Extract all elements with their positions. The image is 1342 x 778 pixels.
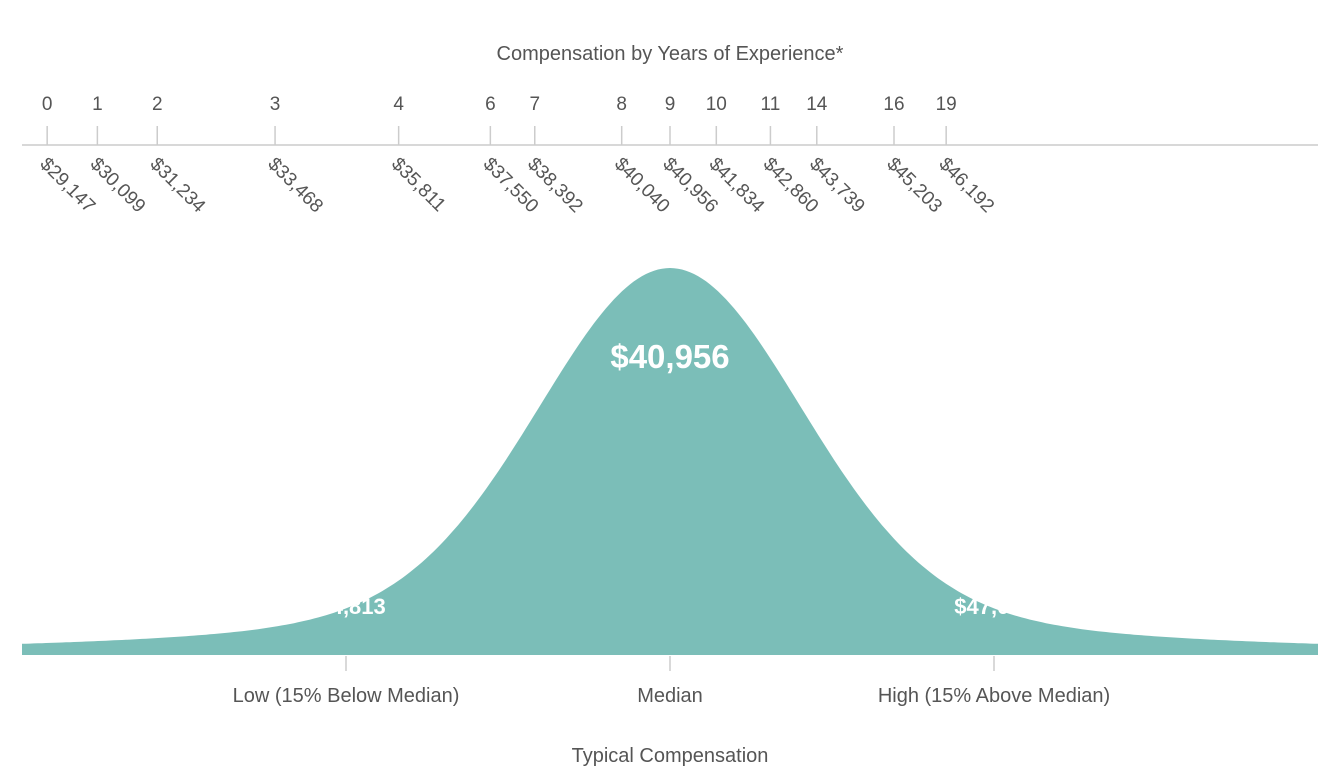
compensation-tick-label: $31,234 xyxy=(146,154,210,218)
compensation-distribution-area xyxy=(22,268,1318,655)
year-tick-label: 16 xyxy=(883,94,904,115)
year-tick-label: 8 xyxy=(616,94,627,115)
year-tick-label: 14 xyxy=(806,94,828,115)
year-tick-label: 10 xyxy=(706,94,727,115)
compensation-tick-label: $46,192 xyxy=(935,154,998,217)
year-tick-label: 6 xyxy=(485,94,496,115)
median-category-label: Median xyxy=(637,685,703,707)
compensation-tick-label: $30,099 xyxy=(86,154,149,217)
year-tick-label: 0 xyxy=(42,94,53,115)
year-tick-label: 2 xyxy=(152,94,163,115)
low-category-label: Low (15% Below Median) xyxy=(233,685,460,707)
experience-axis-ticks: 0 $29,147 1 $30,099 2 $31,234 3 $33,468 4 $35,811… xyxy=(36,94,998,217)
year-tick-label: 4 xyxy=(393,94,404,115)
experience-axis-title: Compensation by Years of Experience* xyxy=(497,43,844,65)
distribution-axis-title: Typical Compensation xyxy=(572,745,769,767)
low-value-label: $34,813 xyxy=(306,594,386,619)
year-tick-label: 9 xyxy=(665,94,676,115)
compensation-tick-label: $45,203 xyxy=(882,154,945,217)
compensation-tick-label: $35,811 xyxy=(387,154,449,216)
median-value-label: $40,956 xyxy=(610,338,729,375)
year-tick-label: 7 xyxy=(529,94,540,115)
high-value-label: $47,099 xyxy=(954,594,1034,619)
compensation-tick-label: $29,147 xyxy=(36,154,99,217)
year-tick-label: 1 xyxy=(92,94,103,115)
high-category-label: High (15% Above Median) xyxy=(878,685,1110,707)
year-tick-label: 19 xyxy=(936,94,957,115)
year-tick-label: 11 xyxy=(761,94,781,115)
year-tick-label: 3 xyxy=(270,94,281,115)
compensation-tick-label: $33,468 xyxy=(264,154,327,217)
